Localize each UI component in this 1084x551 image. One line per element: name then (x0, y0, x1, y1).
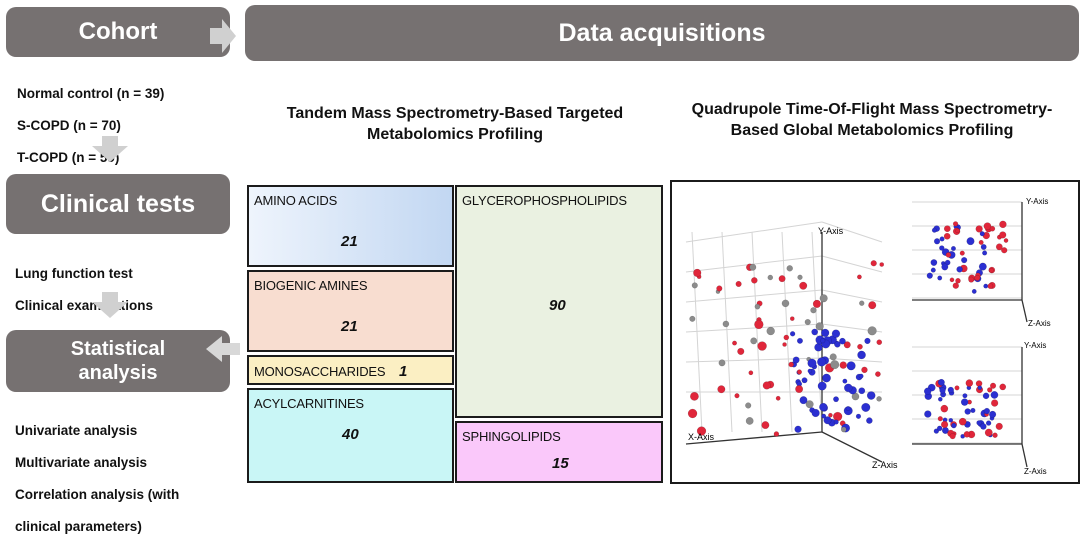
biogenic-amines-label: BIOGENIC AMINES (254, 278, 368, 293)
sphingolipids-label: SPHINGOLIPIDS (462, 429, 561, 444)
amino-acids-value: 21 (341, 233, 358, 250)
targeted-title: Tandem Mass Spectrometry-Based Targeted … (240, 103, 670, 145)
left-arrow (206, 336, 240, 362)
data-acquisitions-title: Data acquisitions (558, 18, 766, 47)
bottom-z-axis-label: Z-Axis (1024, 467, 1047, 476)
statistical-items: Univariate analysis Multivariate analysi… (15, 407, 179, 551)
data-acquisitions-header: Data acquisitions (245, 5, 1079, 61)
lung-function-test: Lung function test (15, 266, 133, 281)
glycerophospholipids-label: GLYCEROPHOSPHOLIPIDS (462, 193, 627, 208)
biogenic-amines-value: 21 (341, 318, 358, 335)
global-title-line1: Quadrupole Time-Of-Flight Mass Spectrome… (691, 101, 1053, 118)
correlation-analysis: Correlation analysis (with (15, 487, 180, 502)
cohort-header: Cohort (6, 7, 230, 57)
targeted-title-line2: Metabolomics Profiling (366, 126, 543, 143)
acylcarnitines-label: ACYLCARNITINES (254, 396, 364, 411)
statistical-title-line1: Statistical (70, 338, 166, 360)
statistical-header: Statistical analysis (6, 330, 230, 392)
group-t-copd: T-COPD (n = 59) (17, 150, 120, 165)
box-monosaccharides: MONOSACCHARIDES 1 (247, 355, 454, 385)
multivariate-analysis: Multivariate analysis (15, 455, 148, 470)
global-title-line2: Based Global Metabolomics Profiling (730, 122, 1014, 139)
group-s-copd: S-COPD (n = 70) (17, 118, 121, 133)
bottom-y-axis-label: Y-Axis (1024, 341, 1046, 350)
box-amino-acids: AMINO ACIDS 21 (247, 185, 454, 267)
box-acylcarnitines: ACYLCARNITINES 40 (247, 388, 454, 483)
main-y-axis-label: Y-Axis (818, 226, 844, 236)
acylcarnitines-value: 40 (342, 426, 359, 443)
top-z-axis-label: Z-Axis (1028, 319, 1051, 328)
univariate-analysis: Univariate analysis (15, 423, 138, 438)
box-sphingolipids: SPHINGOLIPIDS 15 (455, 421, 663, 483)
clinical-tests-title: Clinical tests (40, 189, 196, 218)
clinical-examinations: Clinical examinations (15, 298, 154, 313)
cohort-groups: Normal control (n = 39) S-COPD (n = 70) … (17, 70, 164, 182)
main-z-axis-label: Z-Axis (872, 460, 898, 470)
clinical-tests-items: Lung function test Clinical examinations (15, 250, 153, 330)
down-arrow-2 (92, 292, 128, 318)
correlation-analysis-cont: clinical parameters) (15, 519, 142, 534)
glycerophospholipids-value: 90 (549, 297, 566, 314)
top-y-axis-label: Y-Axis (1026, 197, 1048, 206)
box-biogenic-amines: BIOGENIC AMINES 21 (247, 270, 454, 352)
monosaccharides-value: 1 (399, 363, 408, 380)
monosaccharides-label: MONOSACCHARIDES (254, 364, 386, 379)
clinical-tests-header: Clinical tests (6, 174, 230, 234)
right-arrow (210, 19, 236, 53)
global-scatter-panel: Y-Axis X-Axis Z-Axis Y-Axis Z-Axis Y-Axi… (670, 180, 1080, 484)
cohort-title: Cohort (78, 18, 158, 45)
group-normal: Normal control (n = 39) (17, 86, 165, 101)
sphingolipids-value: 15 (552, 455, 569, 472)
box-glycerophospholipids: GLYCEROPHOSPHOLIPIDS 90 (455, 185, 663, 418)
global-title: Quadrupole Time-Of-Flight Mass Spectrome… (660, 99, 1084, 141)
statistical-title-line2: analysis (78, 362, 158, 384)
main-x-axis-label: X-Axis (688, 432, 715, 442)
down-arrow-1 (92, 136, 128, 162)
scatter-plots: Y-Axis X-Axis Z-Axis Y-Axis Z-Axis Y-Axi… (685, 197, 1051, 476)
targeted-title-line1: Tandem Mass Spectrometry-Based Targeted (286, 105, 624, 122)
amino-acids-label: AMINO ACIDS (254, 193, 338, 208)
